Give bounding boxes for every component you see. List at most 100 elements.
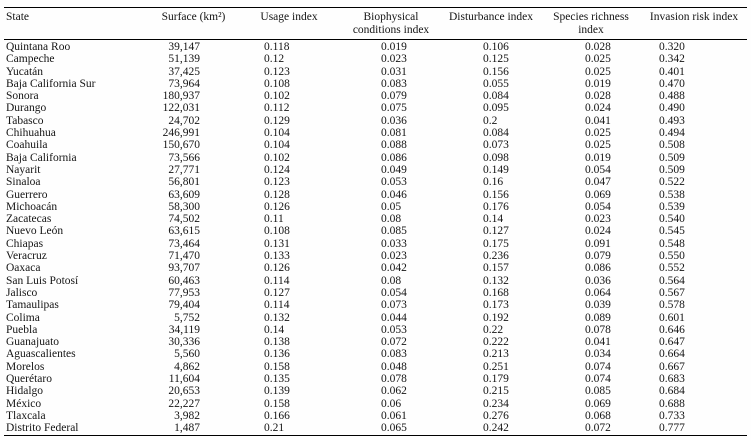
value-cell: 0.138 xyxy=(264,336,290,349)
state-cell: Zacatecas xyxy=(6,213,52,226)
value-cell: 0.025 xyxy=(585,65,611,78)
value-cell: 0.470 xyxy=(659,77,685,90)
value-cell: 0.08 xyxy=(381,274,402,287)
value-cell: 0.131 xyxy=(264,237,290,250)
value-cell: 0.127 xyxy=(483,225,509,238)
value-cell: 0.667 xyxy=(659,360,685,373)
state-cell: Baja California Sur xyxy=(6,77,96,90)
value-cell: 0.024 xyxy=(585,225,611,238)
value-cell: 0.054 xyxy=(585,163,611,176)
value-cell: 0.508 xyxy=(659,139,685,152)
value-cell: 0.075 xyxy=(381,102,407,115)
table-row: Yucatán 37,425 0.123 0.031 0.156 0.025 0.401 xyxy=(4,66,747,78)
value-cell: 0.688 xyxy=(659,397,685,410)
value-cell: 0.025 xyxy=(585,53,611,66)
table-row: Oaxaca 93,707 0.126 0.042 0.157 0.086 0.552 xyxy=(4,262,747,274)
value-cell: 11,604 xyxy=(168,373,200,386)
value-cell: 0.025 xyxy=(585,127,611,140)
value-cell: 0.023 xyxy=(381,250,407,263)
value-cell: 27,771 xyxy=(168,163,200,176)
value-cell: 0.173 xyxy=(483,299,509,312)
value-cell: 0.12 xyxy=(264,53,285,66)
table-row: Chihuahua 246,991 0.104 0.081 0.084 0.025 0.49… xyxy=(4,127,747,139)
column-header-species-richness-index: Species richness index xyxy=(541,7,641,40)
value-cell: 0.034 xyxy=(585,348,611,361)
value-cell: 63,615 xyxy=(168,225,200,238)
value-cell: 0.123 xyxy=(264,176,290,189)
value-cell: 0.046 xyxy=(381,188,407,201)
value-cell: 0.14 xyxy=(264,323,285,336)
value-cell: 0.149 xyxy=(483,163,509,176)
value-cell: 5,560 xyxy=(174,348,200,361)
state-cell: Puebla xyxy=(6,323,38,336)
value-cell: 0.251 xyxy=(483,360,509,373)
value-cell: 0.567 xyxy=(659,286,685,299)
value-cell: 0.054 xyxy=(585,200,611,213)
table-row: Campeche 51,139 0.12 0.023 0.125 0.025 0.342 xyxy=(4,53,747,65)
value-cell: 0.158 xyxy=(264,397,290,410)
value-cell: 122,031 xyxy=(162,102,200,115)
value-cell: 0.072 xyxy=(585,422,611,435)
value-cell: 93,707 xyxy=(168,262,200,275)
value-cell: 0.112 xyxy=(264,102,290,115)
value-cell: 180,937 xyxy=(162,90,200,103)
value-cell: 39,147 xyxy=(168,41,200,53)
value-cell: 150,670 xyxy=(162,139,200,152)
value-cell: 0.133 xyxy=(264,250,290,263)
state-cell: Campeche xyxy=(6,53,55,66)
value-cell: 0.11 xyxy=(264,213,284,226)
value-cell: 0.342 xyxy=(659,53,685,66)
value-cell: 0.108 xyxy=(264,225,290,238)
value-cell: 0.684 xyxy=(659,385,685,398)
table-row: Nuevo León 63,615 0.108 0.085 0.127 0.024 0.54… xyxy=(4,225,747,237)
value-cell: 0.14 xyxy=(483,213,504,226)
value-cell: 0.490 xyxy=(659,102,685,115)
state-cell: Tabasco xyxy=(6,114,44,127)
value-cell: 60,463 xyxy=(168,274,200,287)
value-cell: 79,404 xyxy=(168,299,200,312)
value-cell: 0.127 xyxy=(264,286,290,299)
value-cell: 0.683 xyxy=(659,373,685,386)
value-cell: 0.578 xyxy=(659,299,685,312)
state-cell: Sonora xyxy=(6,90,39,103)
state-cell: México xyxy=(6,397,42,410)
value-cell: 24,702 xyxy=(168,114,200,127)
value-cell: 0.083 xyxy=(381,77,407,90)
value-cell: 0.129 xyxy=(264,114,290,127)
value-cell: 0.019 xyxy=(585,77,611,90)
value-cell: 0.024 xyxy=(585,102,611,115)
value-cell: 0.081 xyxy=(381,127,407,140)
value-cell: 56,801 xyxy=(168,176,200,189)
value-cell: 0.085 xyxy=(381,225,407,238)
value-cell: 0.126 xyxy=(264,200,290,213)
table-row: Sinaloa 56,801 0.123 0.053 0.16 0.047 0.522 xyxy=(4,176,747,188)
table-row: Guanajuato 30,336 0.138 0.072 0.222 0.041 0.64… xyxy=(4,336,747,348)
value-cell: 0.179 xyxy=(483,373,509,386)
value-cell: 0.21 xyxy=(264,422,285,435)
table-row: Colima 5,752 0.132 0.044 0.192 0.089 0.601 xyxy=(4,312,747,324)
value-cell: 58,300 xyxy=(168,200,200,213)
value-cell: 0.053 xyxy=(381,176,407,189)
value-cell: 0.125 xyxy=(483,53,509,66)
value-cell: 22,227 xyxy=(168,397,200,410)
value-cell: 0.048 xyxy=(381,360,407,373)
value-cell: 0.05 xyxy=(381,200,402,213)
value-cell: 0.550 xyxy=(659,250,685,263)
value-cell: 0.044 xyxy=(381,311,407,324)
value-cell: 0.540 xyxy=(659,213,685,226)
value-cell: 0.053 xyxy=(381,323,407,336)
state-cell: Tamaulipas xyxy=(6,299,59,312)
value-cell: 0.168 xyxy=(483,286,509,299)
table-row: Aguascalientes 5,560 0.136 0.083 0.213 0.034 0… xyxy=(4,348,747,360)
value-cell: 73,566 xyxy=(168,151,200,164)
table-row: Tabasco 24,702 0.129 0.036 0.2 0.041 0.493 xyxy=(4,115,747,127)
value-cell: 0.036 xyxy=(585,274,611,287)
table-row: Michoacán 58,300 0.126 0.05 0.176 0.054 0.539 xyxy=(4,201,747,213)
value-cell: 4,862 xyxy=(174,360,200,373)
value-cell: 0.488 xyxy=(659,90,685,103)
table-row: Veracruz 71,470 0.133 0.023 0.236 0.079 0.550 xyxy=(4,250,747,262)
value-cell: 0.114 xyxy=(264,274,290,287)
value-cell: 0.028 xyxy=(585,90,611,103)
value-cell: 0.538 xyxy=(659,188,685,201)
value-cell: 0.102 xyxy=(264,151,290,164)
